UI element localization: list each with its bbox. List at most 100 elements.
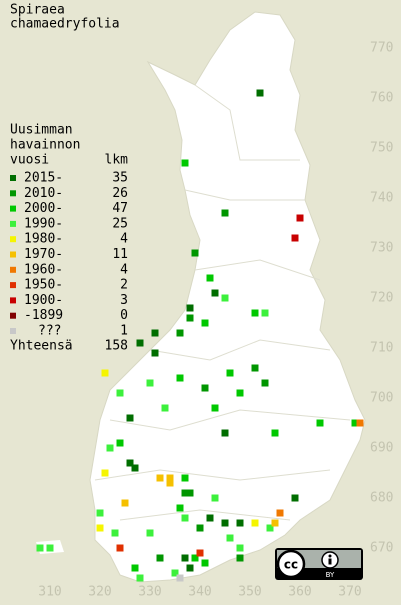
observation-square — [181, 514, 189, 522]
observation-square — [221, 429, 229, 437]
observation-square — [316, 419, 324, 427]
legend-swatch — [10, 251, 16, 258]
total-label: Yhteensä — [10, 339, 73, 354]
observation-square — [181, 489, 189, 497]
legend-swatch — [10, 190, 16, 197]
observation-square — [166, 479, 174, 487]
by-icon-body — [328, 558, 332, 565]
legend-swatch — [10, 205, 16, 212]
legend-swatch — [10, 175, 16, 181]
legend-count: 3 — [120, 293, 128, 308]
by-text: BY — [326, 571, 335, 579]
observation-square — [131, 464, 139, 472]
legend-label: 2000- — [24, 201, 63, 216]
observation-square — [296, 214, 304, 222]
observation-square — [236, 554, 244, 562]
y-tick-label: 760 — [370, 91, 393, 106]
legend-swatch — [10, 282, 16, 289]
observation-square — [156, 554, 164, 562]
observation-square — [221, 519, 229, 527]
legend-swatch — [10, 328, 16, 334]
x-tick-label: 330 — [138, 585, 161, 600]
legend-header: vuosi — [10, 153, 49, 168]
observation-square — [181, 554, 189, 562]
y-tick-label: 700 — [370, 391, 393, 406]
legend-count: 1 — [120, 324, 128, 339]
observation-square — [211, 494, 219, 502]
legend-count: 4 — [120, 262, 128, 277]
observation-square — [236, 519, 244, 527]
cc-text: cc — [284, 558, 298, 572]
y-tick-label: 710 — [370, 341, 393, 356]
observation-square — [276, 509, 284, 517]
observation-square — [36, 544, 44, 552]
region-borders — [94, 84, 351, 521]
observation-square — [291, 494, 299, 502]
observation-square — [266, 524, 274, 532]
observation-square — [221, 209, 229, 217]
legend-swatch — [10, 236, 16, 243]
legend-label: 2015- — [24, 171, 63, 186]
observation-square — [226, 534, 234, 542]
observation-square — [351, 419, 359, 427]
observation-square — [96, 509, 104, 517]
legend-count: 26 — [112, 186, 128, 201]
observation-square — [221, 294, 229, 302]
observation-square — [136, 574, 144, 582]
cc-logo — [276, 549, 306, 579]
observation-square — [111, 529, 119, 537]
observation-square — [226, 369, 234, 377]
observation-square — [101, 469, 109, 477]
observation-square — [186, 304, 194, 312]
legend-header: havainnon — [10, 138, 80, 153]
observation-square — [181, 474, 189, 482]
legend-count: 25 — [112, 216, 128, 231]
observation-square — [236, 544, 244, 552]
y-tick-label: 740 — [370, 191, 393, 206]
observation-square — [271, 429, 279, 437]
observation-square — [106, 444, 114, 452]
x-tick-label: 360 — [288, 585, 311, 600]
title-line: chamaedryfolia — [10, 17, 120, 32]
observation-square — [191, 554, 199, 562]
y-tick-label: 730 — [370, 241, 393, 256]
observation-square — [171, 569, 179, 577]
observation-square — [236, 389, 244, 397]
legend-swatch — [10, 312, 16, 319]
observation-square — [291, 234, 299, 242]
total-value: 158 — [105, 339, 128, 354]
legend-count: 11 — [112, 247, 128, 262]
observation-square — [161, 404, 169, 412]
by-icon-head — [328, 554, 332, 558]
legend-label: -1899 — [24, 308, 63, 323]
observation-square — [186, 489, 194, 497]
x-tick-label: 310 — [38, 585, 61, 600]
observation-square — [196, 524, 204, 532]
observation-square — [196, 549, 204, 557]
observation-square — [176, 574, 184, 582]
legend-count-header: lkm — [105, 153, 129, 168]
observation-square — [151, 329, 159, 337]
y-tick-label: 720 — [370, 291, 393, 306]
observation-square — [271, 519, 279, 527]
y-tick-label: 680 — [370, 491, 393, 506]
legend-label: 2010- — [24, 186, 63, 201]
y-tick-label: 750 — [370, 141, 393, 156]
legend-count: 2 — [120, 278, 128, 293]
legend-count: 4 — [120, 232, 128, 247]
legend-label: 1970- — [24, 247, 63, 262]
observation-square — [201, 319, 209, 327]
observation-square — [101, 369, 109, 377]
legend-swatch — [10, 266, 16, 273]
legend-count: 35 — [112, 171, 128, 186]
license-badge: cc BY — [275, 548, 363, 580]
observation-square — [206, 274, 214, 282]
x-tick-label: 320 — [88, 585, 111, 600]
observation-square — [176, 329, 184, 337]
observation-square — [261, 309, 269, 317]
observation-square — [186, 564, 194, 572]
observation-square — [211, 404, 219, 412]
x-tick-label: 340 — [188, 585, 211, 600]
legend-label: 1990- — [24, 216, 63, 231]
observation-square — [251, 309, 259, 317]
